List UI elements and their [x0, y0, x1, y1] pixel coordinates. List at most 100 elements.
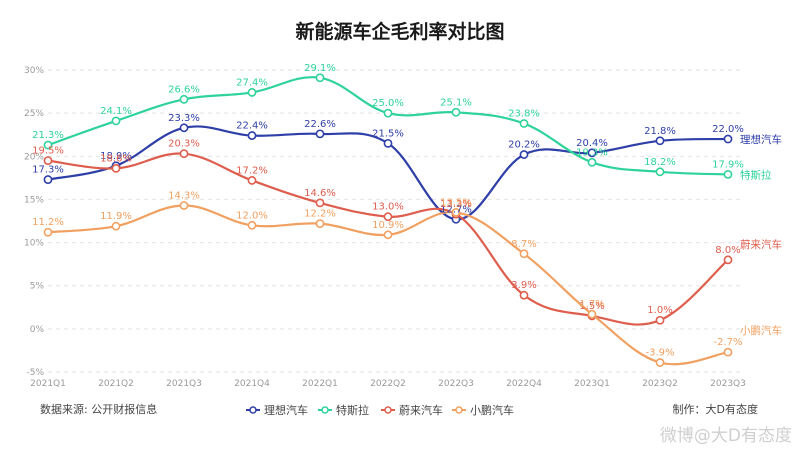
data-point	[655, 358, 665, 367]
data-label: -2.7%	[713, 337, 742, 348]
data-point	[723, 347, 733, 357]
data-point	[451, 207, 461, 217]
y-tick-label: 15%	[24, 195, 44, 205]
x-tick-label: 2021Q4	[234, 379, 270, 389]
data-label: 19.3%	[576, 147, 608, 158]
data-label: 19.5%	[32, 146, 64, 157]
data-label: 21.8%	[644, 126, 676, 137]
x-tick-label: 2021Q3	[166, 379, 202, 389]
data-label: 8.0%	[715, 245, 740, 256]
data-label: 11.2%	[32, 217, 64, 228]
data-point	[655, 315, 665, 325]
data-label: 17.3%	[32, 165, 64, 176]
chart-title: 新能源车企毛利率对比图	[295, 20, 504, 43]
data-point	[723, 170, 733, 179]
data-point	[43, 156, 53, 165]
data-label: 14.3%	[168, 190, 200, 201]
y-axis: 30% 25% 20% 15% 10% 5% 0% -5%	[24, 66, 44, 378]
x-tick-label: 2022Q2	[370, 379, 406, 389]
data-point	[247, 220, 257, 230]
data-point	[247, 131, 257, 140]
data-source: 数据来源: 公开财报信息	[40, 402, 157, 416]
data-point	[587, 157, 597, 167]
data-label: 20.3%	[168, 139, 200, 150]
data-point	[451, 107, 461, 117]
data-point	[383, 108, 393, 118]
data-label: 22.0%	[712, 124, 744, 135]
data-point	[655, 136, 665, 146]
x-tick-label: 2023Q2	[642, 379, 678, 389]
data-point	[519, 249, 529, 259]
legend-entry: 特斯拉	[336, 403, 369, 417]
data-point	[655, 167, 665, 177]
data-label: 12.7%	[440, 204, 472, 215]
series-end-label: 特斯拉	[740, 168, 772, 181]
data-point	[383, 230, 393, 240]
data-label: 23.8%	[508, 108, 540, 119]
data-label: 18.6%	[100, 153, 132, 164]
data-label: 11.9%	[100, 211, 132, 222]
data-label: 1.5%	[579, 301, 604, 312]
data-label: 12.2%	[304, 209, 336, 220]
data-point	[179, 123, 189, 133]
x-tick-label: 2022Q1	[302, 379, 338, 389]
data-point	[315, 73, 325, 83]
data-label: 3.9%	[511, 280, 536, 291]
data-point	[43, 175, 53, 184]
data-label: 20.2%	[508, 140, 540, 151]
data-label: 17.9%	[712, 159, 744, 170]
data-point	[43, 140, 53, 150]
watermark: 微博@大D有态度	[660, 426, 792, 446]
data-label: 13.5%	[440, 197, 472, 208]
data-label: 21.3%	[32, 130, 64, 141]
legend-marker	[384, 406, 392, 414]
data-point	[247, 88, 257, 97]
data-label: 13.3%	[440, 199, 472, 210]
x-tick-label: 2022Q3	[438, 379, 474, 389]
x-tick-label: 2021Q2	[98, 379, 134, 389]
data-label: 1.0%	[647, 305, 672, 316]
data-label: 18.2%	[644, 157, 676, 168]
data-label: 20.4%	[576, 138, 608, 149]
legend-entry: 小鹏汽车	[470, 403, 514, 417]
y-tick-label: 10%	[24, 239, 44, 249]
data-label: 29.1%	[304, 63, 336, 74]
data-point	[179, 149, 189, 159]
y-tick-label: 30%	[24, 66, 44, 76]
data-label: 23.3%	[168, 113, 200, 124]
y-tick-label: 25%	[24, 109, 44, 119]
data-point	[111, 221, 121, 231]
x-tick-label: 2021Q1	[30, 379, 66, 389]
x-axis: 2021Q1 2021Q2 2021Q3 2021Q4 2022Q1 2022Q2 2022…	[30, 379, 746, 389]
data-label: 26.6%	[168, 84, 200, 95]
data-point	[111, 163, 121, 173]
data-label: 24.1%	[100, 106, 132, 117]
data-label: 22.6%	[304, 119, 336, 130]
data-label: 14.6%	[304, 188, 336, 199]
author-credit: 制作：大D有态度	[673, 402, 758, 416]
data-point	[519, 290, 529, 300]
legend-entry: 蔚来汽车	[399, 403, 443, 417]
legend-entry: 理想汽车	[264, 403, 308, 417]
data-label: 17.2%	[236, 165, 268, 176]
data-point	[723, 255, 733, 265]
data-point	[315, 129, 325, 139]
data-point	[519, 150, 529, 159]
x-tick-label: 2023Q3	[710, 379, 746, 389]
data-label: 25.1%	[440, 97, 472, 108]
series-end-label: 小鹏汽车	[740, 324, 782, 337]
data-label: 27.4%	[236, 77, 268, 88]
y-tick-label: 0%	[30, 325, 45, 335]
data-label: 21.5%	[372, 128, 404, 139]
y-tick-label: 20%	[24, 152, 44, 162]
data-label: 25.0%	[372, 98, 404, 109]
series-group	[43, 73, 733, 367]
data-label: 18.9%	[100, 151, 132, 162]
data-point	[383, 212, 393, 222]
data-label: -3.9%	[645, 348, 674, 359]
y-tick-label: 5%	[30, 282, 45, 292]
legend-marker	[455, 406, 463, 414]
series-end-label: 蔚来汽车	[740, 238, 782, 251]
data-point	[587, 309, 597, 319]
